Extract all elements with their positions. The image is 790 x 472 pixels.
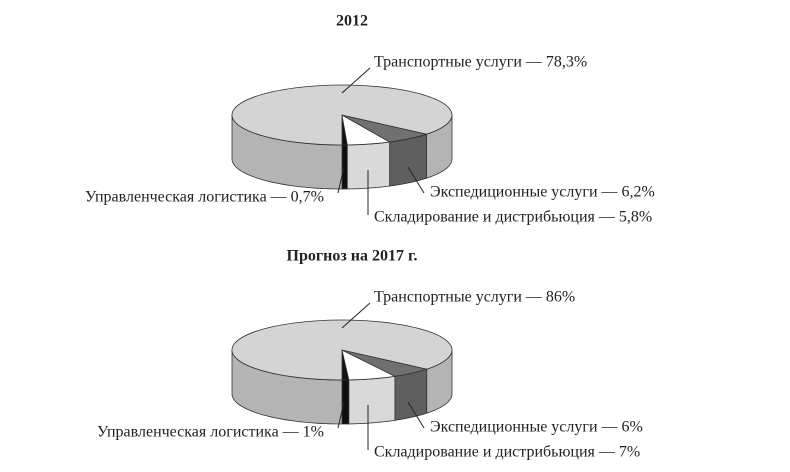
pie-side	[389, 133, 427, 187]
chart-title: Прогноз на 2017 г.	[287, 248, 418, 265]
data-label: Экспедиционные услуги — 6,2%	[430, 184, 655, 201]
pie-side	[341, 144, 348, 190]
data-label: Управленческая логистика — 0,7%	[85, 189, 324, 206]
leader-line	[337, 166, 345, 194]
leader-line	[407, 401, 425, 429]
pie-side	[348, 375, 396, 425]
data-label: Транспортные услуги — 86%	[374, 289, 575, 306]
data-label: Управленческая логистика — 1%	[97, 424, 324, 441]
pie-side	[394, 368, 428, 421]
leader-line	[337, 401, 345, 429]
leader-line	[407, 166, 425, 194]
chart-title: 2012	[336, 13, 368, 30]
data-label: Складирование и дистрибьюция — 7%	[374, 444, 640, 461]
data-label: Экспедиционные услуги — 6%	[430, 419, 643, 436]
pie-slice	[231, 319, 453, 381]
pie-slice	[231, 84, 453, 146]
data-label: Складирование и дистрибьюция — 5,8%	[374, 209, 652, 226]
pie-side	[341, 379, 350, 425]
leader-line	[341, 67, 371, 94]
pie-side	[346, 141, 391, 190]
data-label: Транспортные услуги — 78,3%	[374, 54, 587, 71]
leader-line	[341, 302, 371, 329]
